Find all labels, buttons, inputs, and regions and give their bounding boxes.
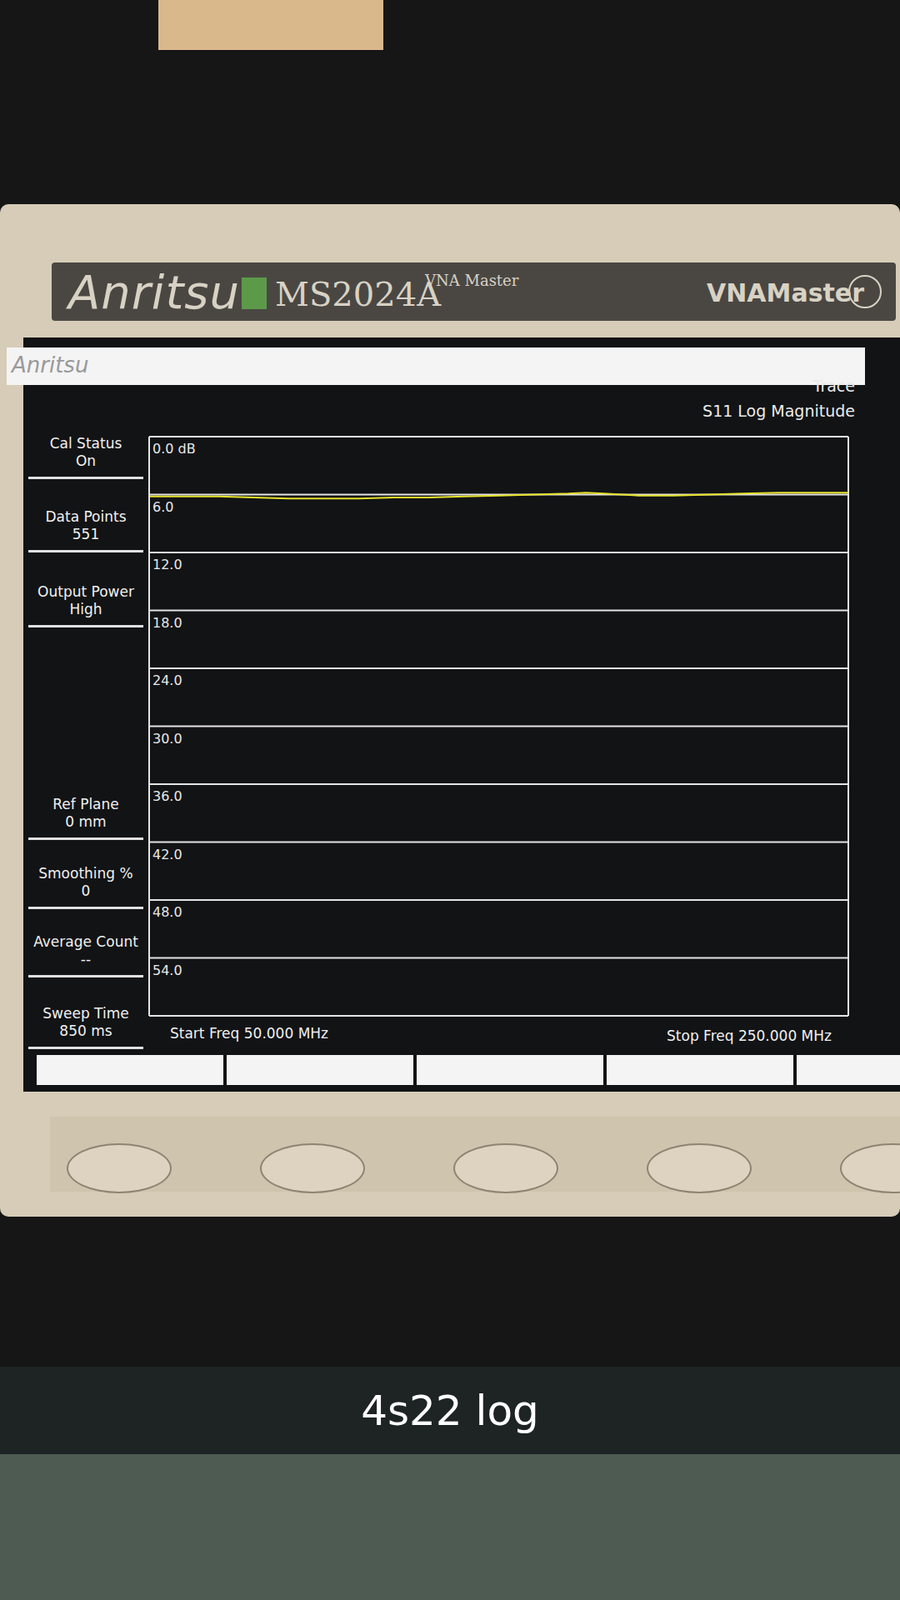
svg-text:18.0: 18.0 xyxy=(152,615,183,631)
html-text:High: High xyxy=(69,600,103,618)
html-text:850 ms: 850 ms xyxy=(59,1022,113,1040)
html-text:VNAMaster: VNAMaster xyxy=(706,278,865,308)
svg-text:30.0: 30.0 xyxy=(152,730,183,747)
svg-text:24.0: 24.0 xyxy=(152,672,183,689)
html-text:Anritsu: Anritsu xyxy=(68,265,240,320)
svg-text:48.0: 48.0 xyxy=(152,904,183,920)
html-text:Sweep Time: Sweep Time xyxy=(42,1005,129,1022)
html-text:Ref Plane: Ref Plane xyxy=(52,795,119,813)
html-text:Stop Freq 250.000 MHz: Stop Freq 250.000 MHz xyxy=(666,1027,832,1045)
html-text:0: 0 xyxy=(81,882,91,900)
svg-text:54.0: 54.0 xyxy=(152,962,183,979)
html-text:Cal Status: Cal Status xyxy=(49,435,122,452)
svg-text:12.0: 12.0 xyxy=(152,556,183,573)
html-text:On: On xyxy=(75,452,96,470)
html-text:Average Count: Average Count xyxy=(33,933,139,950)
html-text:MS2024A: MS2024A xyxy=(275,275,441,314)
html-text:Data Points: Data Points xyxy=(45,508,127,525)
html-text:Anritsu: Anritsu xyxy=(11,352,89,378)
html-text:0 mm: 0 mm xyxy=(65,813,107,830)
html-text:551: 551 xyxy=(72,525,100,543)
svg-text:0.0 dB: 0.0 dB xyxy=(152,440,196,457)
html-text:Trace: Trace xyxy=(813,376,855,395)
html-text:Output Power: Output Power xyxy=(37,583,135,600)
html-text:Smoothing %: Smoothing % xyxy=(38,865,134,882)
html-text:S11 Log Magnitude: S11 Log Magnitude xyxy=(702,401,855,420)
svg-text:42.0: 42.0 xyxy=(152,846,183,863)
svg-text:36.0: 36.0 xyxy=(152,788,183,805)
html-text:4s22 log: 4s22 log xyxy=(361,1386,539,1435)
html-text:VNA Master: VNA Master xyxy=(425,271,519,290)
svg-text:6.0: 6.0 xyxy=(152,499,174,515)
html-text:Start Freq 50.000 MHz: Start Freq 50.000 MHz xyxy=(170,1025,329,1042)
